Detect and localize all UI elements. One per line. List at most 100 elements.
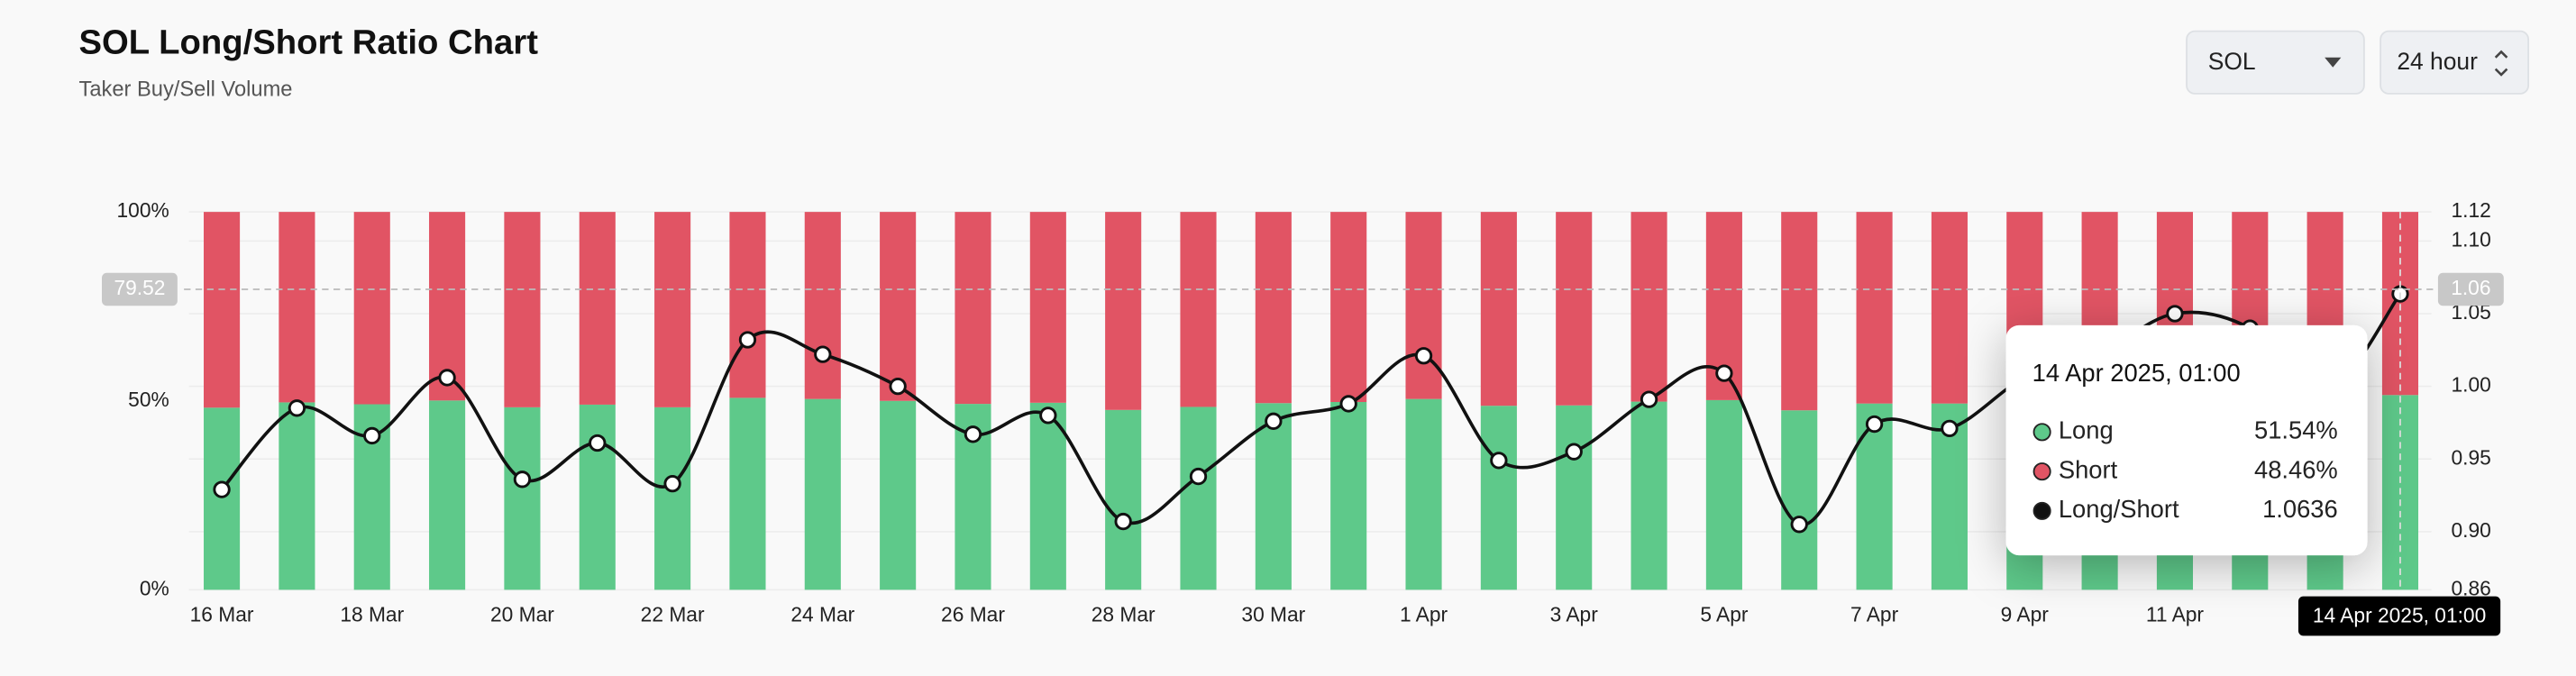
tooltip-value: 48.46%: [2254, 455, 2338, 483]
bar-segment: [1255, 212, 1292, 404]
bar-segment: [1705, 399, 1742, 590]
ratio-point: [814, 345, 832, 363]
bar-segment: [504, 212, 541, 407]
bar-segment: [1556, 405, 1593, 590]
bar-segment: [1480, 212, 1517, 407]
x-tick-label: 24 Mar: [790, 603, 854, 626]
ratio-point: [363, 426, 381, 445]
y2-tick-label: 0.95: [2451, 445, 2490, 469]
bar-segment: [654, 212, 691, 407]
tooltip: 14 Apr 2025, 01:00 Long 51.54% Short 48.46% L…: [2005, 324, 2368, 556]
crosshair-y-box: [102, 272, 178, 306]
bar-segment: [1255, 403, 1292, 590]
select-box[interactable]: [2380, 30, 2530, 95]
y2-tick-label: 0.86: [2451, 576, 2490, 599]
bar-segment: [654, 407, 691, 590]
bar-segment: [1330, 212, 1367, 403]
chevron: [2494, 50, 2508, 77]
crosshair-y2-box: [2437, 272, 2504, 306]
x-tick-label: 16 Mar: [190, 603, 254, 626]
bar-segment: [955, 212, 991, 405]
ratio-point: [1715, 364, 1733, 382]
bar-segment: [1405, 398, 1442, 590]
crosshair-y2-label: 1.06: [2451, 276, 2490, 299]
ratio-point: [738, 331, 757, 349]
bar-segment: [1180, 212, 1217, 407]
ratio-point: [1490, 452, 1508, 470]
select-value: SOL: [2208, 48, 2256, 75]
bar-segment: [1856, 212, 1893, 404]
bar-segment: [1931, 212, 1968, 404]
bar-segment: [1781, 212, 1818, 411]
bar-segment: [429, 400, 466, 590]
ratio-point: [1189, 467, 1208, 486]
tooltip-swatch: [2032, 501, 2051, 520]
x-tick-label: 9 Apr: [2001, 603, 2050, 626]
tooltip-name: Long: [2059, 416, 2114, 444]
select-box[interactable]: [2186, 30, 2365, 95]
x-tick-label: 3 Apr: [1550, 603, 1599, 626]
bar-segment: [579, 404, 616, 590]
ratio-point: [1414, 347, 1433, 365]
ratio-point: [889, 377, 907, 396]
bar-segment: [1105, 409, 1142, 590]
bar-segment: [204, 212, 241, 408]
bar-segment: [1631, 401, 1667, 590]
crosshair-x-box: [2297, 596, 2501, 636]
ratio-point: [1640, 390, 1658, 408]
subtitle: Taker Buy/Sell Volume: [78, 78, 292, 102]
tooltip-swatch: [2032, 462, 2051, 481]
select-value: 24 hour: [2397, 48, 2478, 75]
ratio-point: [663, 474, 681, 493]
tooltip-title: 14 Apr 2025, 01:00: [2032, 359, 2241, 387]
crosshair-x-label: 14 Apr 2025, 01:00: [2313, 603, 2486, 626]
bar-segment: [579, 212, 616, 405]
bar-segment: [880, 212, 917, 401]
ratio-point: [1565, 443, 1583, 461]
y-tick-label: 50%: [128, 388, 169, 411]
ratio-point: [2166, 305, 2184, 323]
ratio-point: [288, 399, 306, 417]
x-tick-label: 1 Apr: [1400, 603, 1448, 626]
bar-segment: [1180, 407, 1217, 590]
bar-segment: [880, 400, 917, 590]
bar-segment: [1029, 402, 1066, 590]
y2-tick-label: 0.90: [2451, 518, 2490, 542]
ratio-point: [1865, 415, 1884, 434]
bar-segment: [353, 212, 390, 405]
x-tick-label: 22 Mar: [641, 603, 705, 626]
ratio-point: [589, 434, 607, 452]
ratio-point: [1039, 407, 1057, 425]
x-tick-label: 7 Apr: [1850, 603, 1899, 626]
ratio-point: [213, 480, 231, 498]
crosshair-y-label: 79.52: [114, 276, 165, 299]
x-tick-label: 18 Mar: [340, 603, 404, 626]
y2-tick-label: 1.00: [2451, 373, 2490, 397]
ratio-point: [1114, 512, 1132, 531]
bar-segment: [804, 212, 841, 399]
x-tick-label: 5 Apr: [1700, 603, 1749, 626]
x-tick-label: 11 Apr: [2146, 603, 2205, 626]
y-tick-label: 0%: [140, 576, 169, 599]
y2-tick-label: 1.12: [2451, 198, 2490, 222]
bar-segment: [1556, 212, 1593, 406]
tooltip-value: 51.54%: [2254, 416, 2338, 444]
ratio-point: [513, 470, 532, 489]
ratio-point: [964, 425, 982, 443]
bar-segment: [504, 407, 541, 590]
symbol-select[interactable]: SOL: [2186, 30, 2365, 95]
bar-segment: [204, 407, 241, 590]
interval-select[interactable]: 24 hour: [2380, 30, 2530, 95]
x-tick-label: 20 Mar: [490, 603, 554, 626]
bar-segment: [1480, 406, 1517, 590]
bar-segment: [729, 212, 766, 398]
bar-segment: [279, 212, 315, 403]
bar-segment: [1405, 212, 1442, 399]
bar-segment: [1631, 212, 1667, 402]
tooltip-value: 1.0636: [2262, 495, 2338, 523]
bar-segment: [729, 397, 766, 590]
ratio-point: [438, 369, 456, 387]
bar-segment: [1105, 212, 1142, 410]
